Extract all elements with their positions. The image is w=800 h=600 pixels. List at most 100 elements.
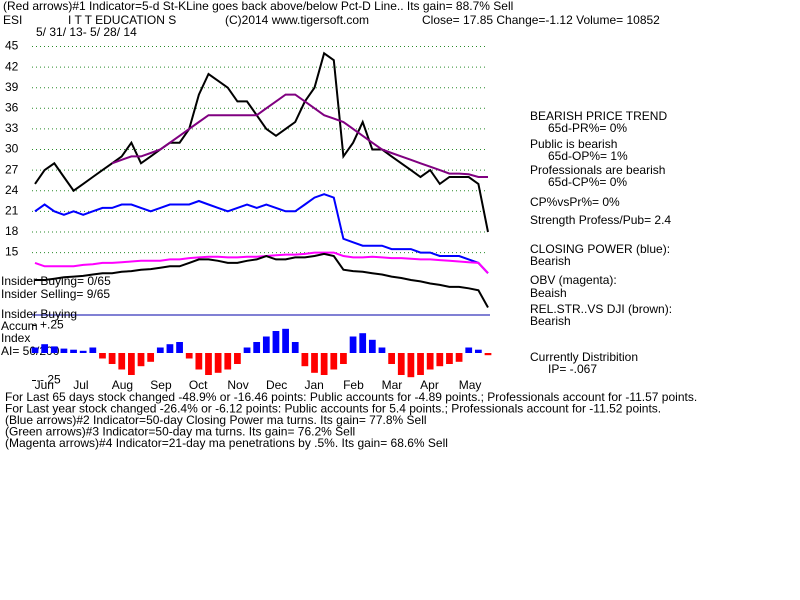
- left-note: Accum: [1, 319, 38, 333]
- y-tick-label: 36: [5, 100, 19, 114]
- bar: [291, 342, 299, 353]
- series-line: [34, 51, 489, 233]
- bar: [137, 353, 145, 367]
- bar: [147, 353, 155, 362]
- bar: [99, 353, 106, 359]
- side-note: CLOSING POWER (blue):: [530, 242, 670, 256]
- side-note: REL.STR..VS DJI (brown):: [530, 302, 672, 316]
- y-tick-label: 30: [5, 142, 19, 156]
- x-tick-label: Oct: [189, 378, 208, 392]
- x-tick-label: May: [459, 378, 482, 392]
- bar: [166, 344, 174, 353]
- note: (Green arrows)#3 Indicator=50-day ma tur…: [5, 425, 355, 439]
- side-note: Public is bearish: [530, 137, 617, 151]
- bar: [234, 353, 241, 364]
- x-tick-label: Jul: [73, 378, 88, 392]
- series-line: [34, 251, 489, 274]
- bar: [118, 353, 126, 370]
- date-range: 5/ 31/ 13- 5/ 28/ 14: [36, 25, 137, 39]
- y-tick-label: +.25: [40, 318, 64, 332]
- y-tick-label: 42: [5, 59, 19, 73]
- bar: [330, 353, 338, 370]
- note: (Magenta arrows)#4 Indicator=21-day ma p…: [5, 436, 448, 450]
- bar: [214, 353, 222, 373]
- bar: [195, 353, 203, 370]
- bar: [340, 353, 347, 364]
- bar: [50, 346, 58, 353]
- copyright: (C)2014 www.tigersoft.com: [225, 13, 369, 27]
- bar: [185, 353, 193, 359]
- left-note: Insider Selling= 9/65: [1, 287, 110, 301]
- bar: [349, 336, 357, 353]
- bar: [262, 336, 270, 353]
- side-note: OBV (magenta):: [530, 273, 617, 287]
- y-tick-label: 27: [5, 162, 19, 176]
- y-tick-label: 24: [5, 183, 19, 197]
- bar: [368, 339, 376, 353]
- bar: [474, 349, 482, 353]
- side-note: Beaish: [530, 286, 567, 300]
- side-note: 65d-OP%= 1%: [548, 149, 628, 163]
- bar: [407, 353, 415, 378]
- note: For Last year stock changed -26.4% or -6…: [5, 402, 661, 416]
- x-tick-label: Jun: [35, 378, 54, 392]
- side-note: Bearish: [530, 314, 571, 328]
- bar: [465, 347, 473, 353]
- bar: [388, 353, 395, 364]
- bar: [108, 353, 116, 364]
- x-tick-label: Sep: [150, 378, 172, 392]
- note: For Last 65 days stock changed -48.9% or…: [5, 390, 697, 404]
- bar: [128, 353, 135, 375]
- side-note: Professionals are bearish: [530, 163, 665, 177]
- bar: [205, 353, 212, 375]
- bar: [243, 347, 251, 353]
- y-tick-label: 45: [5, 39, 19, 53]
- bar: [397, 353, 405, 375]
- series-line: [111, 93, 488, 178]
- company-name: I T T EDUCATION S: [68, 13, 176, 27]
- y-tick-label: 15: [5, 245, 19, 259]
- bar: [272, 331, 280, 353]
- side-note: Currently Distribition: [530, 350, 638, 364]
- side-note: BEARISH PRICE TREND: [530, 109, 667, 123]
- bar: [89, 347, 97, 353]
- bar: [359, 333, 367, 353]
- side-note: CP%vsPr%= 0%: [530, 195, 620, 209]
- y-tick-label: 18: [5, 224, 19, 238]
- bar: [426, 353, 434, 370]
- bar: [60, 348, 68, 353]
- series-line: [34, 193, 489, 274]
- x-tick-label: Feb: [343, 378, 364, 392]
- header-line: (Red arrows)#1 Indicator=5-d St-KLine go…: [3, 0, 513, 13]
- series-line: [35, 252, 489, 308]
- y-tick-label: 21: [5, 204, 19, 218]
- bar: [31, 347, 39, 353]
- x-tick-label: Dec: [266, 378, 287, 392]
- bar: [455, 353, 463, 362]
- bar: [311, 353, 318, 373]
- side-note: IP= -.067: [548, 362, 597, 376]
- left-note: Index: [1, 331, 30, 345]
- bar: [320, 353, 328, 375]
- side-note: Bearish: [530, 254, 571, 268]
- bar: [484, 353, 492, 356]
- y-tick-label: 33: [5, 121, 19, 135]
- side-note: 65d-CP%= 0%: [548, 175, 627, 189]
- bar: [41, 344, 49, 353]
- left-note: AI= 50/200: [1, 344, 60, 358]
- note: (Blue arrows)#2 Indicator=50-day Closing…: [5, 413, 427, 427]
- symbol: ESI: [3, 13, 22, 27]
- x-tick-label: Apr: [420, 378, 439, 392]
- quote: Close= 17.85 Change=-1.12 Volume= 10852: [422, 13, 660, 27]
- bar: [253, 342, 261, 353]
- x-tick-label: Mar: [382, 378, 403, 392]
- bar: [70, 349, 77, 353]
- bar: [79, 350, 87, 353]
- bar: [156, 347, 164, 353]
- bar: [417, 353, 424, 375]
- left-note: Insider Buying= 0/65: [1, 274, 111, 288]
- bar: [378, 347, 386, 353]
- bar: [436, 353, 444, 367]
- side-note: 65d-PR%= 0%: [548, 121, 627, 135]
- bar: [301, 353, 309, 367]
